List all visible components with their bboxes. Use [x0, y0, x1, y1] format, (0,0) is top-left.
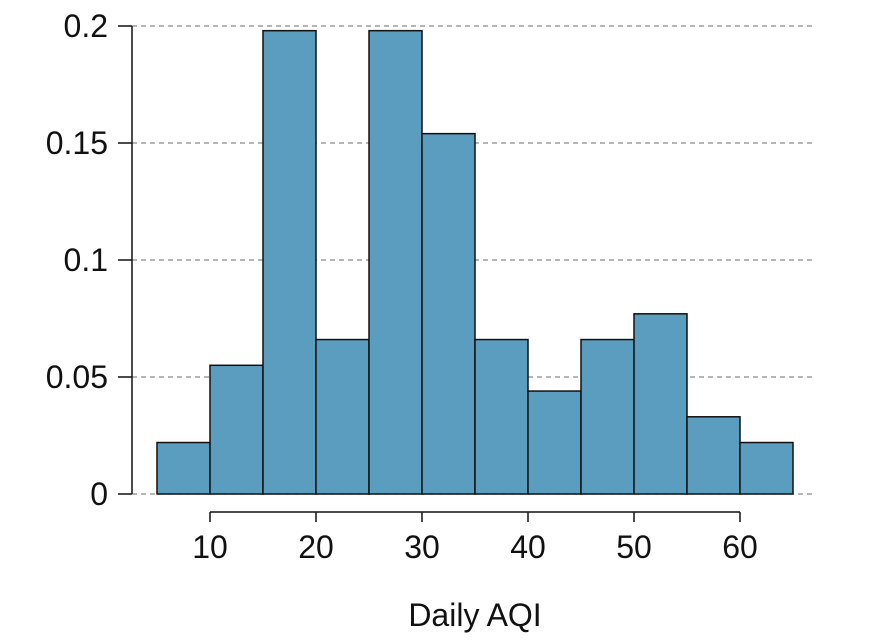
- x-tick-label: 40: [510, 529, 546, 565]
- histogram-bar: [633, 313, 688, 495]
- y-tick-label: 0.2: [64, 8, 108, 44]
- bars: [156, 29, 794, 495]
- y-tick-label: 0.15: [46, 125, 108, 161]
- x-tick-label: 50: [616, 529, 652, 565]
- histogram-bar: [527, 390, 582, 495]
- x-tick-label: 10: [192, 529, 228, 565]
- y-tick-label: 0.1: [64, 242, 108, 278]
- x-tick-label: 30: [404, 529, 440, 565]
- histogram-bar: [739, 441, 794, 495]
- x-axis-title: Daily AQI: [408, 597, 541, 633]
- histogram-bar: [156, 441, 211, 495]
- y-tick-label: 0.05: [46, 359, 108, 395]
- histogram-bar: [421, 132, 476, 495]
- x-tick-label: 60: [722, 529, 758, 565]
- histogram-bar: [368, 29, 423, 495]
- histogram-bar: [209, 364, 264, 495]
- histogram-bar: [580, 338, 635, 495]
- y-tick-label: 0: [90, 476, 108, 512]
- histogram-bar: [474, 338, 529, 495]
- histogram-bar: [315, 338, 370, 495]
- axes: 0 0.05 0.1 0.15 0.2 10 20 30 40 50 60: [46, 8, 758, 565]
- histogram-bar: [262, 29, 317, 495]
- histogram-bar: [686, 416, 741, 495]
- x-tick-label: 20: [298, 529, 334, 565]
